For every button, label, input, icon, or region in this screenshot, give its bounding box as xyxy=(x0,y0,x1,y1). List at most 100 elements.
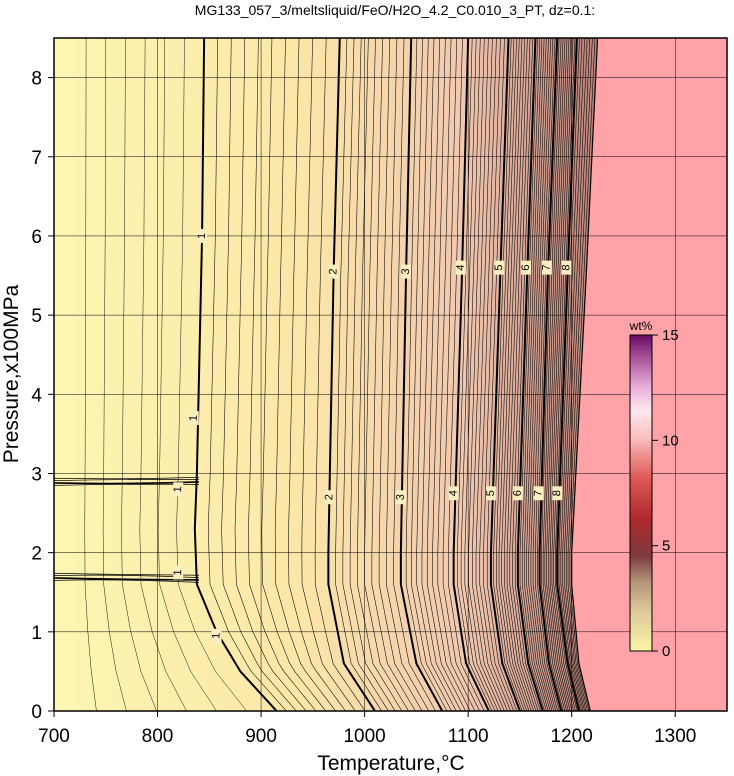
contour-label: 2 xyxy=(323,494,335,501)
x-tick-labels: 700 800 900 1000 1100 1200 1300 xyxy=(38,726,696,747)
thin-contour xyxy=(475,38,508,711)
thin-contour xyxy=(421,38,462,711)
contour-label: 4 xyxy=(455,264,467,271)
thin-contour xyxy=(569,38,596,711)
contour-label: 1 xyxy=(188,415,200,422)
thin-contour xyxy=(546,38,569,711)
colorbar-tick-label: 5 xyxy=(662,538,670,555)
liquidus-contour xyxy=(571,38,599,711)
contour-label-bg xyxy=(521,260,532,275)
thin-contour xyxy=(457,38,493,711)
thin-contour xyxy=(498,38,528,711)
thin-contour xyxy=(506,38,534,711)
contour-label: 1 xyxy=(172,569,184,576)
thin-contour xyxy=(139,38,187,711)
thin-contour xyxy=(432,38,471,711)
thin-contour xyxy=(393,38,436,711)
colorbar-unit: wt% xyxy=(629,319,653,333)
contour-4 xyxy=(452,38,490,711)
contour-6 xyxy=(516,38,544,711)
contour-3 xyxy=(399,38,444,711)
y-tick-label: 8 xyxy=(31,69,42,90)
thin-contour xyxy=(512,38,539,711)
contour-label: 8 xyxy=(560,264,572,271)
thin-contour xyxy=(496,38,525,711)
contour-label: 7 xyxy=(532,490,544,497)
y-tick-label: 2 xyxy=(31,544,42,565)
contour-label: 7 xyxy=(541,264,553,271)
grid-lines xyxy=(54,38,727,711)
thin-contour xyxy=(532,38,557,711)
colorbar-tick-label: 10 xyxy=(662,432,679,449)
thin-contour xyxy=(437,38,476,711)
y-tick-label: 6 xyxy=(31,227,42,248)
thin-contour xyxy=(493,38,523,711)
thin-contour xyxy=(544,38,567,711)
thin-contour xyxy=(102,38,127,711)
contour-label: 6 xyxy=(512,490,524,497)
thin-contour xyxy=(448,38,485,711)
thin-contours xyxy=(54,38,596,711)
thin-contour xyxy=(551,38,574,711)
thin-contour xyxy=(234,38,307,711)
contour-label-bg xyxy=(328,264,339,279)
contour-label-bg xyxy=(533,486,544,501)
colorbar-tick-label: 0 xyxy=(662,643,670,660)
contour-label-bg xyxy=(211,628,222,643)
thin-contour xyxy=(84,38,97,711)
contour-label-bg xyxy=(188,411,199,426)
thin-contour xyxy=(386,38,430,711)
thin-contour xyxy=(460,38,496,711)
band-contour xyxy=(54,479,199,481)
contour-label: 3 xyxy=(400,268,412,275)
thin-contour xyxy=(562,38,585,711)
y-tick-labels: 0 1 2 3 4 5 6 7 8 xyxy=(31,69,42,723)
thin-contour xyxy=(342,38,389,711)
thin-contour xyxy=(207,38,287,711)
contour-label-bg xyxy=(485,486,496,501)
axis-ticks xyxy=(48,77,676,717)
thin-contour xyxy=(464,38,499,711)
colorbar-tick-label: 15 xyxy=(662,327,679,344)
thin-contour xyxy=(530,38,555,711)
thin-contour xyxy=(442,38,480,711)
thin-contour xyxy=(176,38,247,711)
thin-contour xyxy=(472,38,505,711)
thin-contour xyxy=(528,38,553,711)
thin-contour xyxy=(534,38,558,711)
x-tick-label: 1300 xyxy=(654,726,696,747)
thin-contour xyxy=(301,38,356,711)
thin-contour xyxy=(514,38,541,711)
contour-label-bg xyxy=(494,260,505,275)
x-axis-title: Temperature,°C xyxy=(317,752,464,775)
contour-label-bg xyxy=(197,228,208,243)
thin-contour xyxy=(479,38,511,711)
thin-contour xyxy=(567,38,593,711)
x-tick-label: 1000 xyxy=(343,726,385,747)
thin-contour xyxy=(558,38,581,711)
contour-label-bg xyxy=(512,486,523,501)
thin-contour xyxy=(157,38,217,711)
contour-7 xyxy=(538,38,563,711)
thin-contour xyxy=(564,38,588,711)
chart-title: MG133_057_3/meltsliquid/FeO/H2O_4.2_C0.0… xyxy=(195,2,595,18)
contour-label-bg xyxy=(541,260,552,275)
thin-contour xyxy=(221,38,297,711)
x-tick-label: 1100 xyxy=(448,726,489,747)
thin-contour xyxy=(560,38,583,711)
thin-contour xyxy=(426,38,466,711)
contour-label-bg xyxy=(173,565,184,580)
thin-contour xyxy=(537,38,560,711)
thin-contour xyxy=(553,38,576,711)
x-tick-label: 800 xyxy=(142,726,174,747)
x-tick-label: 700 xyxy=(38,726,70,747)
colorbar-ramp xyxy=(629,334,653,652)
thin-contour xyxy=(486,38,518,711)
x-tick-label: 900 xyxy=(245,726,277,747)
y-tick-label: 5 xyxy=(31,306,42,327)
thin-contour xyxy=(288,38,346,711)
thin-contour xyxy=(371,38,416,711)
thin-contour xyxy=(468,38,502,711)
contour-label: 6 xyxy=(520,264,532,271)
